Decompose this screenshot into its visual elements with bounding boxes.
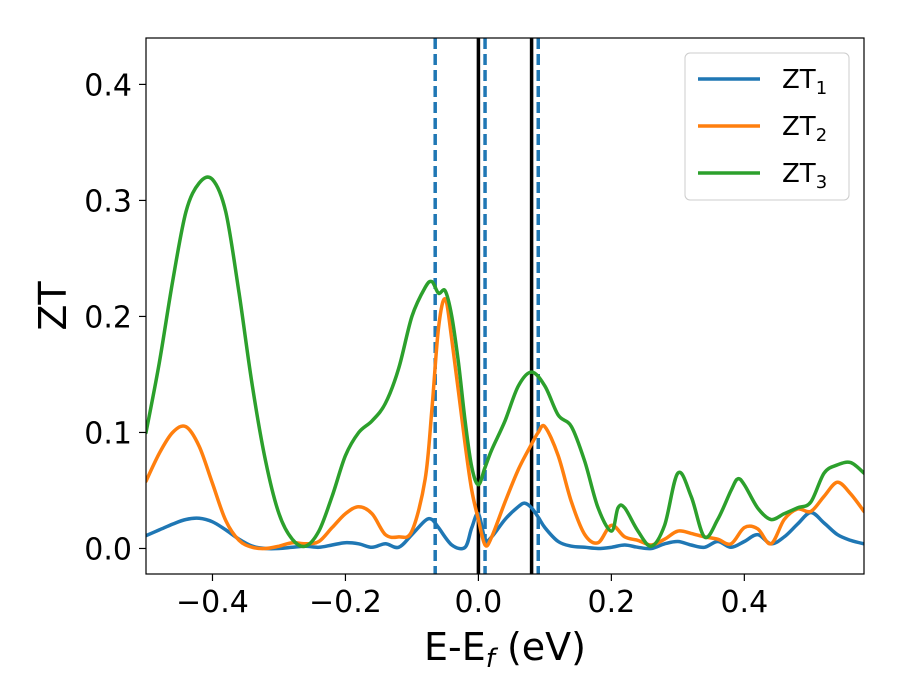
y-tick-label: 0.0	[84, 532, 132, 567]
x-axis: −0.4 −0.2 0.0 0.2 0.4	[176, 574, 768, 620]
y-tick-label: 0.1	[84, 416, 132, 451]
legend-label-zt2: ZT2	[782, 112, 827, 146]
series-line-zt1	[146, 501, 864, 551]
y-tick-label: 0.4	[84, 68, 132, 103]
series-line-zt3	[146, 175, 864, 549]
plot-frame	[145, 37, 865, 575]
x-tick-label: 0.2	[588, 585, 636, 620]
legend: ZT1 ZT2 ZT3	[684, 52, 850, 201]
y-tick-label: 0.2	[84, 300, 132, 335]
legend-label-zt3: ZT3	[782, 159, 827, 193]
y-axis: 0.0 0.1 0.2 0.3 0.4	[84, 68, 146, 567]
y-tick-label: 0.3	[84, 184, 132, 219]
x-tick-label: −0.4	[176, 585, 249, 620]
y-axis-title: ZT	[31, 281, 75, 331]
legend-label-zt1: ZT1	[782, 65, 827, 99]
x-tick-label: −0.2	[309, 585, 382, 620]
x-tick-label: 0.0	[455, 585, 503, 620]
series-line-zt2	[146, 297, 864, 551]
x-tick-label: 0.4	[720, 585, 768, 620]
series-lines	[146, 175, 864, 551]
legend-box	[684, 52, 850, 201]
x-axis-title: E-Ef (eV)	[424, 625, 586, 674]
